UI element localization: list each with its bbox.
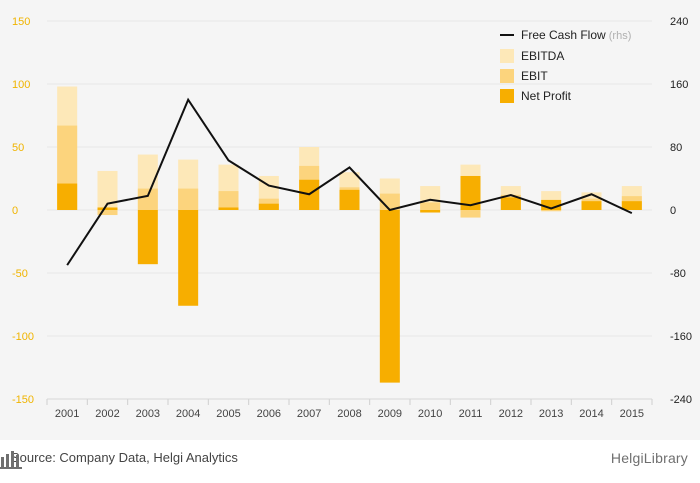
x-tick-label: 2013 <box>539 408 563 420</box>
right-axis-tick-label: -160 <box>670 331 692 343</box>
x-tick-label: 2010 <box>418 408 442 420</box>
legend-label-ebit: EBIT <box>521 69 548 83</box>
bar-net-profit <box>137 210 158 265</box>
bar-ebit <box>137 188 158 210</box>
legend-swatch-ebitda <box>500 49 514 63</box>
bar-ebit <box>460 210 481 218</box>
x-tick-label: 2014 <box>579 408 603 420</box>
legend-swatch-net-profit <box>500 89 514 103</box>
chart-svg: 150 100 50 0 -50 -100 -150 240 160 80 0 -80 -160 -240… <box>12 16 692 420</box>
source-text: Source: Company Data, Helgi Analytics <box>11 450 238 465</box>
bar-net-profit <box>500 197 521 210</box>
bar-net-profit <box>541 199 562 210</box>
x-tick-label: 2006 <box>257 408 281 420</box>
chart-area: 150 100 50 0 -50 -100 -150 240 160 80 0 -80 -160 -240… <box>12 16 693 420</box>
brand-text: HelgiLibrary <box>610 450 688 466</box>
left-axis-tick-label: 100 <box>12 79 30 91</box>
left-axis-tick-label: 0 <box>12 205 18 217</box>
bar-ebit <box>178 188 199 210</box>
bar-net-profit <box>178 210 199 306</box>
legend-label-free-cash-flow: Free Cash Flow (rhs) <box>521 28 631 42</box>
x-tick-label: 2002 <box>95 408 119 420</box>
left-axis-tick-label: 50 <box>12 142 24 154</box>
bar-net-profit <box>420 210 441 213</box>
bar-net-profit <box>460 175 481 210</box>
left-axis-tick-label: -150 <box>12 394 34 406</box>
right-axis-tick-label: 0 <box>670 205 676 217</box>
left-axis-tick-label: -50 <box>12 268 28 280</box>
right-axis-tick-label: -240 <box>670 394 692 406</box>
line-free-cash-flow <box>66 97 633 266</box>
bar-net-profit <box>57 183 78 210</box>
legend-label-net-profit: Net Profit <box>521 89 572 103</box>
right-axis-tick-label: 160 <box>670 79 688 91</box>
legend-swatch-ebit <box>500 69 514 83</box>
bar-net-profit <box>258 203 279 210</box>
x-tick-label: 2011 <box>459 408 483 420</box>
x-tick-label: 2007 <box>297 408 321 420</box>
bar-net-profit <box>218 207 239 210</box>
bar-ebitda <box>97 170 118 210</box>
right-axis-tick-label: 80 <box>670 142 682 154</box>
right-axis-tick-label: -80 <box>670 268 686 280</box>
footer: Source: Company Data, Helgi Analytics He… <box>0 440 700 483</box>
x-tick-label: 2005 <box>216 408 240 420</box>
x-tick-label: 2001 <box>55 408 79 420</box>
x-tick-label: 2003 <box>136 408 160 420</box>
legend-suffix-rhs: (rhs) <box>606 30 632 42</box>
bar-net-profit <box>621 201 642 210</box>
right-axis-tick-label: 240 <box>670 16 688 28</box>
x-tick-label: 2015 <box>620 408 644 420</box>
bar-ebit <box>420 202 441 210</box>
legend-label-ebitda: EBITDA <box>521 49 564 63</box>
left-axis-tick-label: -100 <box>12 331 34 343</box>
x-tick-label: 2009 <box>378 408 402 420</box>
bar-net-profit <box>581 201 602 210</box>
x-tick-label: 2004 <box>176 408 200 420</box>
x-tick-label: 2012 <box>499 408 523 420</box>
bar-net-profit <box>97 207 118 210</box>
left-axis-tick-label: 150 <box>12 16 30 28</box>
bar-ebit <box>541 210 562 212</box>
bar-net-profit <box>339 189 360 210</box>
bar-ebit <box>97 210 118 216</box>
helgi-logo-icon <box>0 451 22 469</box>
bar-net-profit <box>379 210 400 383</box>
x-tick-label: 2008 <box>337 408 361 420</box>
bar-ebit <box>218 191 239 210</box>
